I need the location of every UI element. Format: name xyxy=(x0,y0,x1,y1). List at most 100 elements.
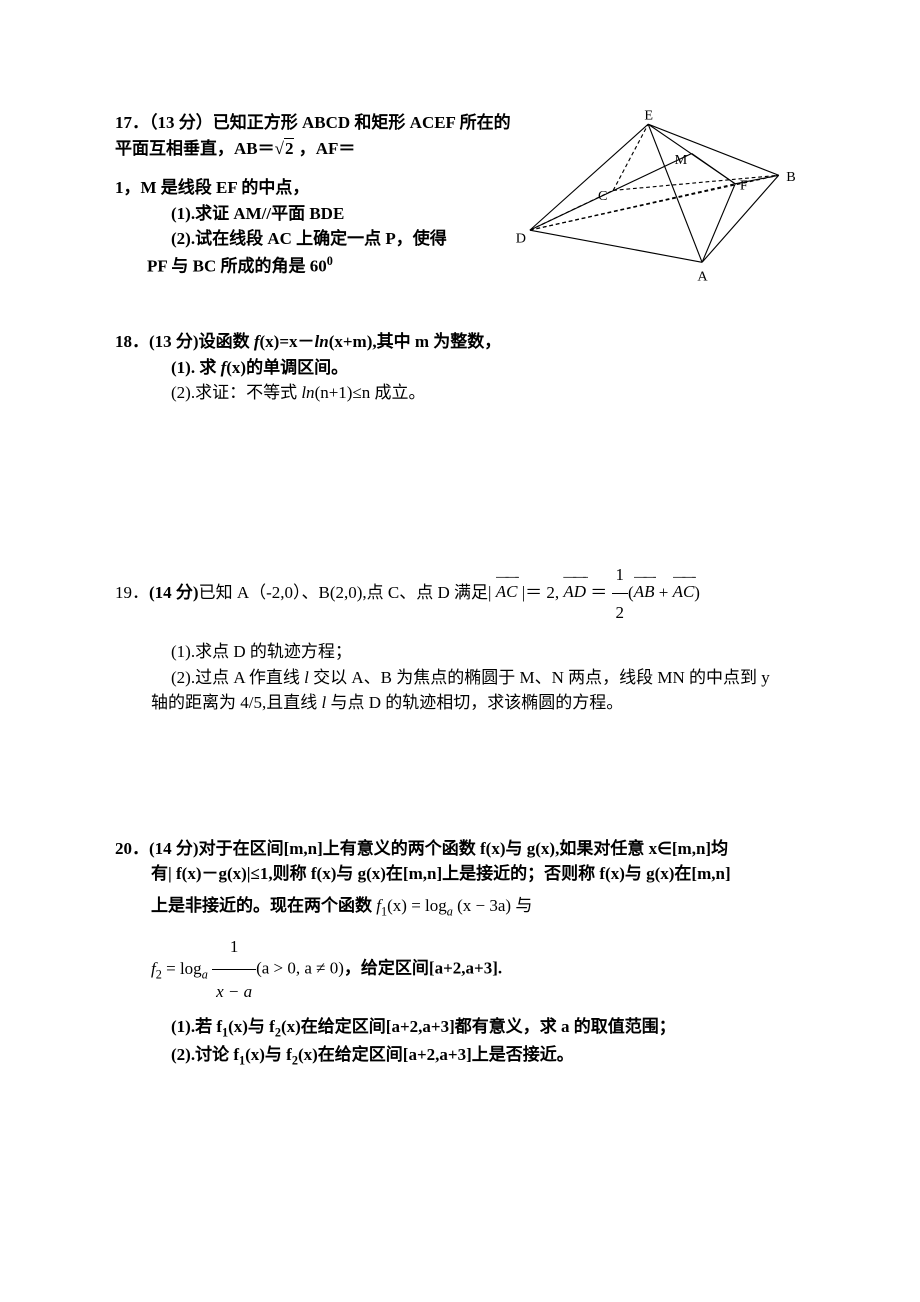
frac2-den: x − a xyxy=(212,969,256,1014)
p17-text: 17．（13 分）已知正方形 ABCD 和矩形 ACEF 所在的平面互相垂直，A… xyxy=(115,110,520,279)
svg-text:A: A xyxy=(697,268,708,284)
p17-line1: 17．（13 分）已知正方形 ABCD 和矩形 ACEF 所在的平面互相垂直，A… xyxy=(115,110,520,161)
p17-diagram-col: ABCDEFM xyxy=(520,110,820,285)
p18-ln2: ln xyxy=(301,383,314,402)
p20-line1: 20．(14 分)对于在区间[m,n]上有意义的两个函数 f(x)与 g(x),… xyxy=(115,836,820,862)
p18-part2b: (n+1)≤n 成立。 xyxy=(315,383,426,402)
vec-ac: ———▸AC xyxy=(496,573,518,610)
p19-text-a: 已知 A（-2,0）、B(2,0),点 C、点 D 满足 xyxy=(199,582,488,601)
f1-x: (x) xyxy=(387,896,407,915)
p20-text-a: 对于在区间[m,n]上有意义的两个函数 f(x)与 g(x),如果对任意 x∈[… xyxy=(199,839,729,858)
p17-row: 17．（13 分）已知正方形 ABCD 和矩形 ACEF 所在的平面互相垂直，A… xyxy=(115,110,820,285)
vec-ad-text: AD xyxy=(563,582,586,601)
sub-a: a xyxy=(447,904,453,918)
p17-part2b-text: PF 与 BC 所成的角是 60 xyxy=(147,256,327,275)
f2-expr: f2 = loga xyxy=(151,959,212,978)
problem-20: 20．(14 分)对于在区间[m,n]上有意义的两个函数 f(x)与 g(x),… xyxy=(115,836,820,1070)
cond: (a > 0, a ≠ 0) xyxy=(256,959,344,978)
p20-part1: (1).若 f1(x)与 f2(x)在给定区间[a+2,a+3]都有意义，求 a… xyxy=(171,1014,820,1042)
vec-ab-text: AB xyxy=(634,582,655,601)
frac-half: 12 xyxy=(612,556,629,632)
p19-part2-cont: 轴的距离为 4/5,且直线 l 与点 D 的轨迹相切，求该椭圆的方程。 xyxy=(151,690,820,716)
p18-part1b: (x)的单调区间。 xyxy=(226,358,348,377)
p17-part2b: PF 与 BC 所成的角是 600 xyxy=(147,252,520,279)
p19-points: (14 分) xyxy=(149,582,199,601)
p20-part2: (2).讨论 f1(x)与 f2(x)在给定区间[a+2,a+3]上是否接近。 xyxy=(171,1042,820,1070)
paren-close: ) xyxy=(694,582,700,601)
geometry-diagram: A B C D E F M xyxy=(510,110,810,285)
svg-text:D: D xyxy=(516,230,526,246)
sqrt-2: √2 xyxy=(275,136,295,162)
p17-points: （13 分） xyxy=(149,113,213,132)
sqrt-arg: 2 xyxy=(284,138,295,158)
frac-den: 2 xyxy=(612,593,629,631)
p18-part1a: (1). 求 xyxy=(171,358,221,377)
p19-number: 19． xyxy=(115,582,149,601)
vec-ab: ———▸AB xyxy=(634,573,655,610)
f1-lhs: f1(x) = loga (x − 3a) xyxy=(376,896,511,915)
p17-number: 17． xyxy=(115,113,149,132)
p20-part1c: (x)在给定区间[a+2,a+3]都有意义，求 a 的取值范围； xyxy=(281,1017,676,1036)
p20-line3b: 与 xyxy=(515,896,532,915)
p20-part1b: (x)与 f xyxy=(228,1017,275,1036)
eq1: ＝ 2, xyxy=(525,582,559,601)
p18-text-c: (x+m),其中 m 为整数， xyxy=(329,332,502,351)
p20-line2: 有| f(x)－g(x)|≤1,则称 f(x)与 g(x)在[m,n]上是接近的… xyxy=(151,861,820,887)
p17-line2: 1，M 是线段 EF 的中点， xyxy=(115,175,520,201)
log1: log xyxy=(425,896,447,915)
p20-line3: 上是非接近的。现在两个函数 f1(x) = loga (x − 3a) 与 xyxy=(151,887,820,925)
p18-part2: (2).求证：不等式 ln(n+1)≤n 成立。 xyxy=(171,380,820,406)
f1-arg: (x − 3a) xyxy=(457,896,511,915)
abs-open: | xyxy=(488,582,491,601)
p19-part1: (1).求点 D 的轨迹方程； xyxy=(171,639,820,665)
frac2-num: 1 xyxy=(212,925,256,969)
svg-text:C: C xyxy=(598,188,607,204)
p18-ln: ln xyxy=(315,332,329,351)
p20-part2c: (x)在给定区间[a+2,a+3]上是否接近。 xyxy=(298,1045,574,1064)
p18-text-a: 设函数 xyxy=(199,332,254,351)
p18-text-b: (x)=x－ xyxy=(260,332,315,351)
log2: log xyxy=(180,959,202,978)
p20-part1a: (1).若 f xyxy=(171,1017,222,1036)
p20-line3a: 上是非接近的。现在两个函数 xyxy=(151,896,372,915)
vec-ac2-text: AC xyxy=(673,582,695,601)
eq-sign2: = xyxy=(162,959,180,978)
svg-text:E: E xyxy=(644,110,653,123)
p20-part2a: (2).讨论 f xyxy=(171,1045,239,1064)
p18-part2a: (2).求证：不等式 xyxy=(171,383,301,402)
p19-line1: 19．(14 分)已知 A（-2,0）、B(2,0),点 C、点 D 满足| —… xyxy=(115,556,820,632)
svg-text:F: F xyxy=(740,177,748,193)
p19-part2: (2).过点 A 作直线 l 交以 A、B 为焦点的椭圆于 M、N 两点，线段 … xyxy=(171,665,820,691)
p17-text-b: ，AF＝ xyxy=(294,139,355,158)
frac-f2: 1x − a xyxy=(212,925,256,1014)
vec-ad: ———▸AD xyxy=(563,573,586,610)
p19-part2c: 轴的距离为 4/5,且直线 xyxy=(151,693,321,712)
degree-sup: 0 xyxy=(327,254,333,268)
p20-part2b: (x)与 f xyxy=(245,1045,292,1064)
problem-19: 19．(14 分)已知 A（-2,0）、B(2,0),点 C、点 D 满足| —… xyxy=(115,556,820,716)
p18-number: 18． xyxy=(115,332,149,351)
p20-number: 20． xyxy=(115,839,149,858)
eq2: ＝ xyxy=(586,582,612,601)
p20-points: (14 分) xyxy=(149,839,199,858)
p19-part2b: 交以 A、B 为焦点的椭圆于 M、N 两点，线段 MN 的中点到 y xyxy=(309,668,770,687)
svg-text:M: M xyxy=(675,152,688,168)
svg-text:B: B xyxy=(786,169,795,185)
p19-part2a: (2).过点 A 作直线 xyxy=(171,668,304,687)
vec-ac2: ———▸AC xyxy=(673,573,695,610)
p19-part2d: 与点 D 的轨迹相切，求该椭圆的方程。 xyxy=(326,693,623,712)
sub-a2: a xyxy=(202,967,208,981)
problem-18: 18．(13 分)设函数 f(x)=x－ln(x+m),其中 m 为整数， (1… xyxy=(115,329,820,406)
p18-points: (13 分) xyxy=(149,332,199,351)
vec-ac-text: AC xyxy=(496,582,518,601)
frac-num: 1 xyxy=(612,556,629,593)
p20-line4b: ，给定区间[a+2,a+3]. xyxy=(344,959,502,978)
p20-line4: f2 = loga 1x − a(a > 0, a ≠ 0)，给定区间[a+2,… xyxy=(151,925,820,1014)
problem-17: 17．（13 分）已知正方形 ABCD 和矩形 ACEF 所在的平面互相垂直，A… xyxy=(115,110,820,285)
p18-part1: (1). 求 f(x)的单调区间。 xyxy=(171,355,820,381)
plus: + xyxy=(654,582,672,601)
p17-part2: (2).试在线段 AC 上确定一点 P，使得 xyxy=(171,226,520,252)
p18-line1: 18．(13 分)设函数 f(x)=x－ln(x+m),其中 m 为整数， xyxy=(115,329,820,355)
eq-sign: = xyxy=(407,896,425,915)
p17-part1: (1).求证 AM//平面 BDE xyxy=(171,201,520,227)
